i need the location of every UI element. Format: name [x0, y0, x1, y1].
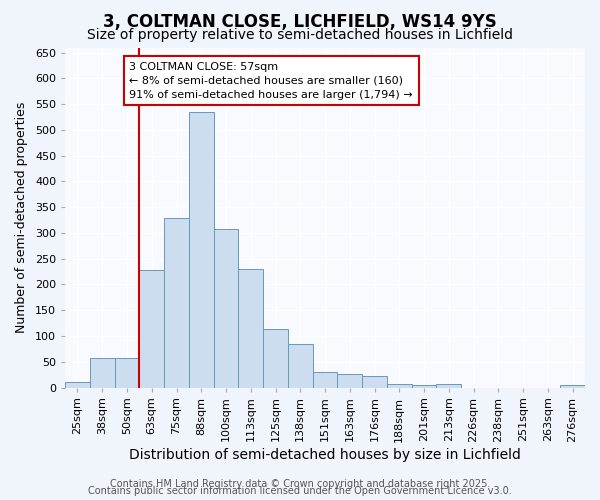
Bar: [263, 330, 288, 388]
Bar: [164, 218, 189, 388]
Bar: [436, 384, 461, 388]
Text: Contains public sector information licensed under the Open Government Licence v3: Contains public sector information licen…: [88, 486, 512, 496]
Bar: [560, 385, 585, 388]
Bar: [288, 344, 313, 388]
Bar: [412, 385, 436, 388]
Bar: [90, 358, 115, 388]
Bar: [362, 376, 387, 388]
Bar: [313, 372, 337, 388]
Bar: [337, 374, 362, 388]
Bar: [65, 382, 90, 388]
Y-axis label: Number of semi-detached properties: Number of semi-detached properties: [15, 102, 28, 333]
Text: Contains HM Land Registry data © Crown copyright and database right 2025.: Contains HM Land Registry data © Crown c…: [110, 479, 490, 489]
Bar: [189, 112, 214, 388]
Text: 3, COLTMAN CLOSE, LICHFIELD, WS14 9YS: 3, COLTMAN CLOSE, LICHFIELD, WS14 9YS: [103, 12, 497, 30]
Bar: [115, 358, 139, 388]
Bar: [214, 229, 238, 388]
Bar: [387, 384, 412, 388]
Text: Size of property relative to semi-detached houses in Lichfield: Size of property relative to semi-detach…: [87, 28, 513, 42]
X-axis label: Distribution of semi-detached houses by size in Lichfield: Distribution of semi-detached houses by …: [129, 448, 521, 462]
Bar: [139, 270, 164, 388]
Text: 3 COLTMAN CLOSE: 57sqm
← 8% of semi-detached houses are smaller (160)
91% of sem: 3 COLTMAN CLOSE: 57sqm ← 8% of semi-deta…: [130, 62, 413, 100]
Bar: [238, 269, 263, 388]
